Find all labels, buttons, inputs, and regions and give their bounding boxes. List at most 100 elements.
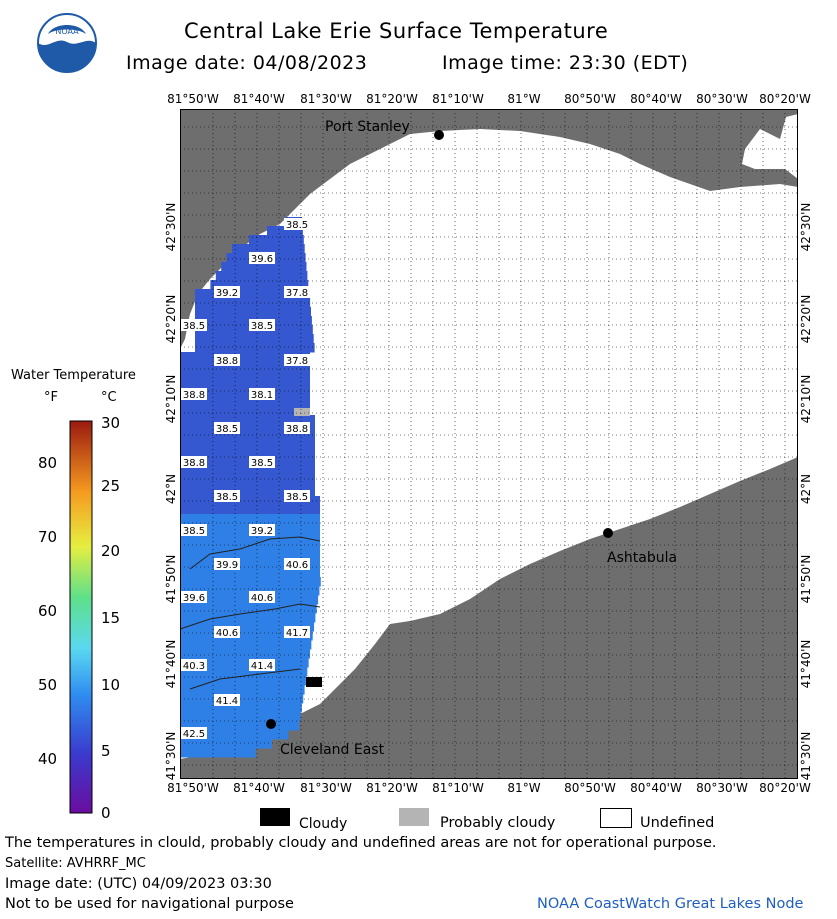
temperature-value: 38.5 xyxy=(251,458,273,469)
latitude-label: 42°10'N xyxy=(799,374,813,424)
latitude-label: 42°20'N xyxy=(164,294,178,344)
undefined-label: Undefined xyxy=(640,815,715,831)
temperature-value: 38.8 xyxy=(183,390,205,401)
port-stanley-marker xyxy=(434,130,444,140)
temperature-value: 37.8 xyxy=(286,288,308,299)
image-time: Image time: 23:30 (EDT) xyxy=(442,52,689,74)
legend-c-tick: 10 xyxy=(101,676,121,694)
temperature-value: 38.8 xyxy=(183,458,205,469)
latitude-label: 41°30'N xyxy=(799,731,813,781)
legend-f-tick: 40 xyxy=(38,750,58,768)
longitude-label: 80°50'W xyxy=(564,781,616,795)
image-date: Image date: 04/08/2023 xyxy=(126,52,368,74)
satellite-info: Satellite: AVHRRF_MC xyxy=(5,856,146,871)
latitude-label: 41°40'N xyxy=(164,639,178,689)
longitude-label: 81°20'W xyxy=(366,92,418,106)
longitude-label: 81°10'W xyxy=(432,781,484,795)
temperature-value: 39.6 xyxy=(251,254,273,265)
undefined-swatch xyxy=(600,808,632,828)
longitude-label: 81°W xyxy=(507,92,541,106)
logo-text: NOAA xyxy=(55,27,79,36)
ashtabula-label: Ashtabula xyxy=(607,550,677,566)
us-land xyxy=(180,457,798,779)
longitude-label: 81°50'W xyxy=(167,781,219,795)
probably-cloudy-label: Probably cloudy xyxy=(440,815,556,831)
cloudy-swatch xyxy=(260,808,290,826)
legend-c-tick: 15 xyxy=(101,609,121,627)
temperature-value: 40.6 xyxy=(286,560,308,571)
latitude-label: 42°N xyxy=(164,473,178,505)
temperature-value: 39.9 xyxy=(216,560,238,571)
isotherm-line xyxy=(189,668,301,690)
longitude-label: 81°30'W xyxy=(300,92,352,106)
longitude-label: 80°20'W xyxy=(759,92,811,106)
latitude-label: 42°30'N xyxy=(799,202,813,252)
grid xyxy=(180,109,798,779)
isotherm-line xyxy=(180,603,321,630)
temperature-value: 38.5 xyxy=(251,321,273,332)
temperature-value: 38.5 xyxy=(286,492,308,503)
temperature-value: 39.2 xyxy=(251,526,273,537)
latitude-label: 41°40'N xyxy=(799,639,813,689)
temperature-value: 37.8 xyxy=(286,356,308,367)
legend-c-tick: 0 xyxy=(101,804,111,822)
temperature-value: 40.6 xyxy=(216,628,238,639)
legend-unit-f: °F xyxy=(44,390,58,405)
longitude-label: 80°40'W xyxy=(630,92,682,106)
legend-f-tick: 80 xyxy=(38,454,58,472)
port-stanley-label: Port Stanley xyxy=(325,119,410,135)
longitude-label: 80°20'W xyxy=(759,781,811,795)
longitude-label: 81°20'W xyxy=(366,781,418,795)
temperature-value: 38.5 xyxy=(183,526,205,537)
temperature-value: 38.5 xyxy=(216,424,238,435)
legend-c-tick: 20 xyxy=(101,542,121,560)
longitude-label: 81°40'W xyxy=(233,781,285,795)
map: 38.5 39.6 39.2 37.8 38.5 38.5 38.8 37.8 38.8 38.1… xyxy=(180,109,798,779)
temperature-value: 40.3 xyxy=(183,661,205,672)
legend-f-tick: 70 xyxy=(38,528,58,546)
temperature-value: 41.7 xyxy=(286,628,308,639)
temperature-value: 38.5 xyxy=(183,321,205,332)
temperature-value: 42.5 xyxy=(183,729,205,740)
probably-cloudy-swatch xyxy=(399,808,429,826)
legend-f-tick: 50 xyxy=(38,676,58,694)
longitude-label: 80°30'W xyxy=(696,781,748,795)
color-scale-bar xyxy=(69,420,93,814)
temperature-value: 41.4 xyxy=(216,696,238,707)
longitude-label: 80°30'W xyxy=(696,92,748,106)
legend-c-tick: 30 xyxy=(101,414,121,432)
canada-land xyxy=(180,109,798,349)
probably-cloudy-cell xyxy=(294,408,310,416)
temperature-value: 38.8 xyxy=(286,424,308,435)
cloudy-label: Cloudy xyxy=(299,816,348,832)
node-credit: NOAA CoastWatch Great Lakes Node xyxy=(537,896,804,912)
latitude-label: 41°30'N xyxy=(164,731,178,781)
cleveland-east-label: Cleveland East xyxy=(280,742,385,758)
latitude-label: 41°50'N xyxy=(164,554,178,604)
longitude-label: 81°40'W xyxy=(233,92,285,106)
isotherm-line xyxy=(189,536,321,570)
latitude-label: 41°50'N xyxy=(799,554,813,604)
temperature-value: 38.8 xyxy=(216,356,238,367)
temperature-labels: 38.5 39.6 39.2 37.8 38.5 38.5 38.8 37.8 38.8 38.1… xyxy=(181,218,310,740)
navigation-warning: Not to be used for navigational purpose xyxy=(5,896,294,912)
ashtabula-marker xyxy=(603,528,613,538)
cleveland-east-marker xyxy=(266,719,276,729)
legend-f-tick: 60 xyxy=(38,602,58,620)
legend-c-tick: 5 xyxy=(101,742,111,760)
temperature-value: 39.2 xyxy=(216,288,238,299)
temperature-value: 40.6 xyxy=(251,593,273,604)
latitude-label: 42°10'N xyxy=(164,374,178,424)
temperature-value: 39.6 xyxy=(183,593,205,604)
disclaimer: The temperatures in clould, probably clo… xyxy=(5,835,717,851)
temperature-value: 38.5 xyxy=(216,492,238,503)
temperature-value: 41.4 xyxy=(251,661,273,672)
latitude-label: 42°20'N xyxy=(799,294,813,344)
longitude-label: 80°50'W xyxy=(564,92,616,106)
legend-unit-c: °C xyxy=(101,390,117,405)
longitude-label: 81°10'W xyxy=(432,92,484,106)
cloudy-cell xyxy=(306,677,322,687)
longitude-label: 81°W xyxy=(507,781,541,795)
latitude-label: 42°N xyxy=(799,473,813,505)
legend-title: Water Temperature xyxy=(11,368,136,383)
